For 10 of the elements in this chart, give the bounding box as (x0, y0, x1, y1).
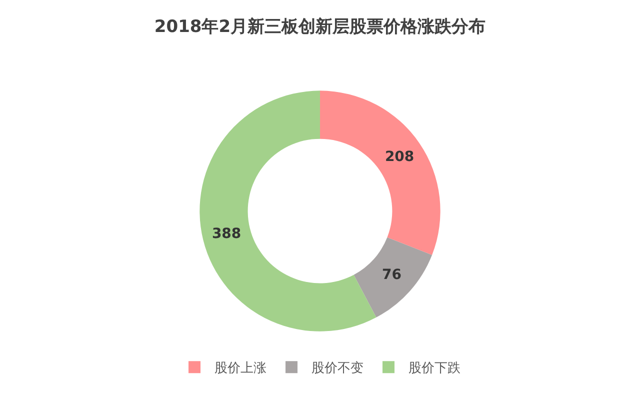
legend-label: 股价不变 (312, 361, 364, 376)
donut-slice (200, 90, 376, 332)
data-label: 76 (382, 267, 402, 284)
legend-label: 股价上涨 (214, 361, 266, 376)
legend-label: 股价下跌 (408, 361, 460, 376)
donut-slice (354, 237, 432, 318)
donut-slice (320, 90, 440, 255)
data-label: 388 (212, 226, 242, 242)
data-label: 208 (384, 148, 414, 165)
chart-title: 2018年2月新三板创新层股票价格涨跌分布 (154, 16, 486, 37)
